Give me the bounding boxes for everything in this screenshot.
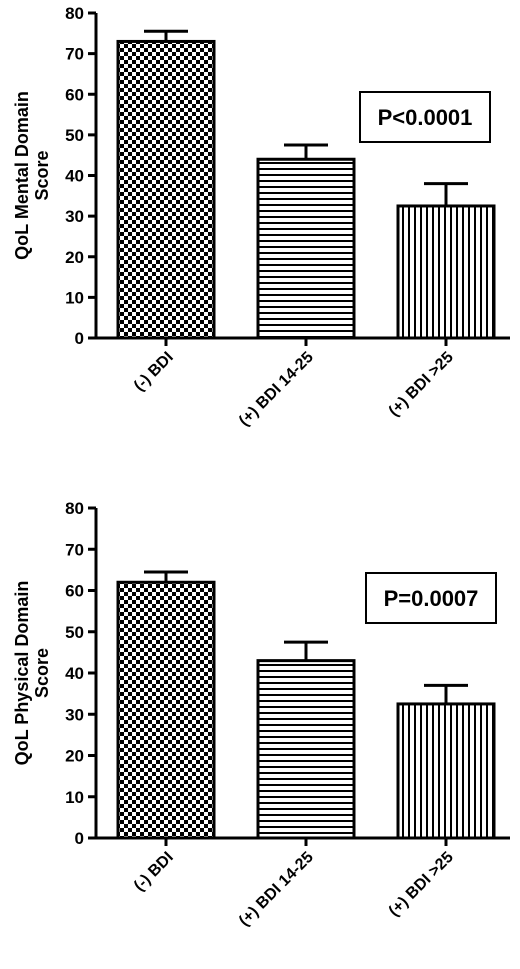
physical-category-label: (-) BDI (131, 849, 177, 895)
physical-y-tick-label: 20 (65, 747, 84, 766)
physical-y-tick-label: 80 (65, 499, 84, 518)
physical-domain-chart-svg: 0 10 20 30 40 50 60 70 80 (-) BDI (+) BDI 14-25 (+)… (12, 499, 510, 930)
mental-y-tick-label: 10 (65, 288, 84, 307)
mental-y-tick-label: 70 (65, 45, 84, 64)
mental-y-axis-title-line: Score (32, 150, 52, 200)
mental-y-tick-label: 0 (75, 329, 84, 348)
mental-y-tick-label: 60 (65, 85, 84, 104)
mental-y-tick-label: 80 (65, 4, 84, 23)
physical-p-value-box: P=0.0007 (365, 572, 497, 624)
physical-y-tick-label: 0 (75, 829, 84, 848)
mental-category-label: (+) BDI >25 (386, 349, 457, 420)
mental-y-tick-label: 30 (65, 207, 84, 226)
physical-category-label: (+) BDI >25 (386, 849, 457, 920)
physical-bar (256, 659, 356, 840)
mental-bar (256, 157, 356, 340)
mental-y-tick-label: 40 (65, 167, 84, 186)
physical-y-tick-label: 40 (65, 664, 84, 683)
mental-p-value-text: P<0.0001 (378, 105, 473, 130)
physical-p-value-text: P=0.0007 (384, 586, 479, 611)
mental-y-tick-label: 50 (65, 126, 84, 145)
mental-category-label: (-) BDI (131, 349, 177, 395)
mental-y-axis-title: QoL Mental Domain Score (12, 91, 52, 260)
physical-y-axis-title-line: Score (32, 648, 52, 698)
mental-domain-chart-svg: 0 10 20 30 40 50 60 70 80 (-) BDI (+) BDI 14-25 (+)… (12, 4, 510, 430)
mental-bar (116, 39, 216, 340)
physical-bar (396, 702, 496, 840)
mental-p-value-frame (359, 91, 491, 143)
mental-category-label: (+) BDI 14-25 (236, 349, 317, 430)
mental-y-axis-title-line: QoL Mental Domain (12, 91, 32, 260)
physical-y-tick-label: 70 (65, 540, 84, 559)
mental-y-tick-label: 20 (65, 248, 84, 267)
physical-y-tick-label: 10 (65, 788, 84, 807)
physical-y-tick-label: 60 (65, 582, 84, 601)
physical-y-tick-label: 50 (65, 623, 84, 642)
physical-p-value-frame (365, 572, 497, 624)
physical-domain-chart: 0 10 20 30 40 50 60 70 80 (-) BDI (+) BDI 14-25 (+)… (0, 484, 520, 968)
mental-p-value-box: P<0.0001 (359, 91, 491, 143)
physical-bar (116, 580, 216, 840)
mental-domain-chart: 0 10 20 30 40 50 60 70 80 (-) BDI (+) BDI 14-25 (+)… (0, 0, 520, 484)
physical-category-label: (+) BDI 14-25 (236, 849, 317, 930)
physical-y-tick-label: 30 (65, 705, 84, 724)
physical-y-axis-title: QoL Physical Domain Score (12, 581, 52, 766)
physical-y-axis-title-line: QoL Physical Domain (12, 581, 32, 766)
mental-bar (396, 204, 496, 340)
